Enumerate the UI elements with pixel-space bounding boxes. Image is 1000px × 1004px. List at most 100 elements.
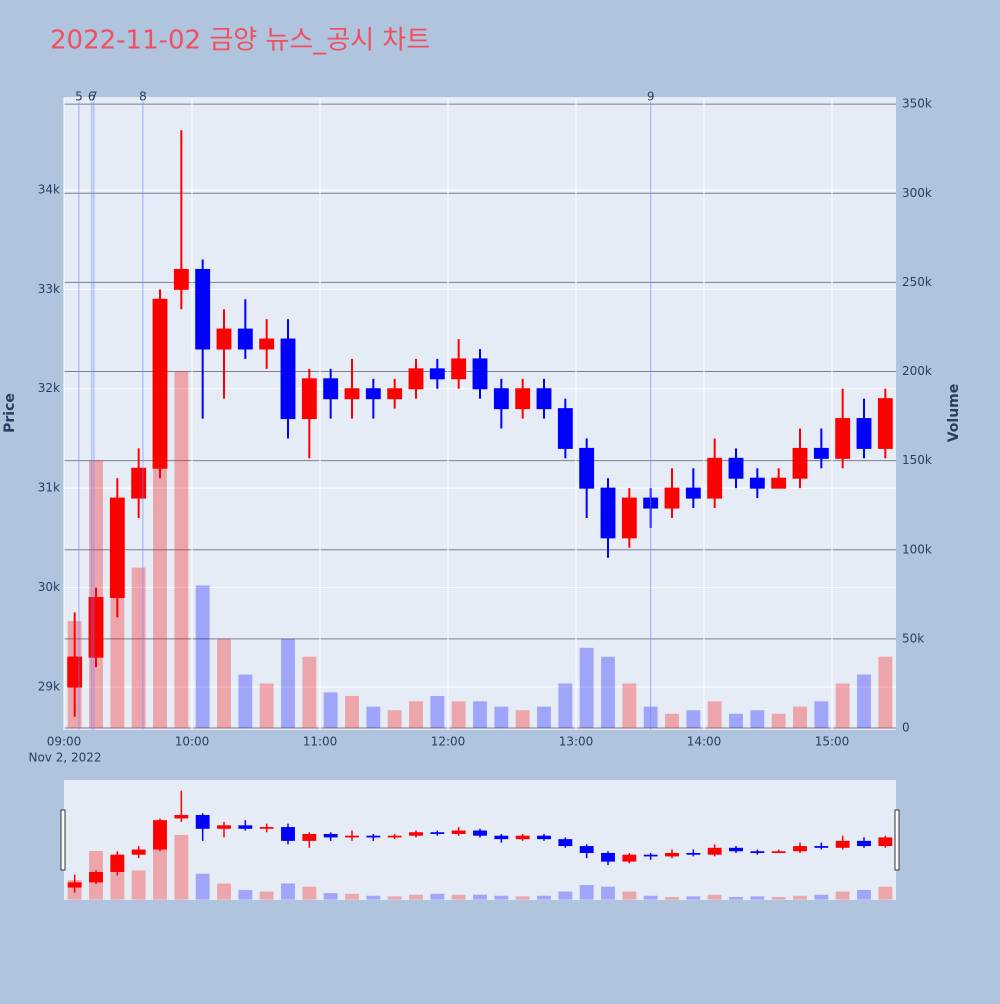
slider-candle-body xyxy=(323,833,338,838)
y2-axis-title: Volume xyxy=(946,384,962,443)
volume-bar xyxy=(259,683,274,729)
y-tick-label: 32k xyxy=(38,381,60,395)
candle-body xyxy=(685,487,701,499)
slider-handle[interactable] xyxy=(894,809,900,871)
candle-body xyxy=(707,457,723,499)
x-tick-label: 15:00 xyxy=(815,735,850,749)
y2-tick-label: 200k xyxy=(902,364,932,378)
slider-candle-body xyxy=(622,854,637,862)
candle-body xyxy=(259,338,275,350)
candle-body xyxy=(365,388,381,400)
candle-body xyxy=(749,477,765,489)
slider-volume-bar xyxy=(174,834,189,900)
candle-body xyxy=(579,447,595,489)
x-category-label: 12:40 xyxy=(543,734,546,736)
y-tick-label: 31k xyxy=(38,481,60,495)
candle-body xyxy=(280,338,296,420)
slider-candle-body xyxy=(601,852,615,862)
slider-volume-bar xyxy=(238,889,253,900)
volume-bar xyxy=(793,706,807,729)
x-category-label: 09:50 xyxy=(180,734,183,736)
candle-body xyxy=(536,388,552,410)
slider-handle[interactable] xyxy=(60,809,66,871)
range-slider[interactable] xyxy=(64,780,896,900)
slider-volume-bar xyxy=(750,896,765,900)
slider-volume-bar xyxy=(131,870,146,900)
x-category-label: 15:00 xyxy=(841,734,844,736)
y-tick-label: 34k xyxy=(38,182,60,196)
volume-bar xyxy=(707,701,722,729)
candle-body xyxy=(237,328,253,350)
slider-candle-body xyxy=(217,825,231,829)
candle-body xyxy=(173,268,189,290)
volume-bar xyxy=(665,713,679,729)
candle-body xyxy=(301,378,317,420)
candle-body xyxy=(472,358,488,390)
volume-bar xyxy=(430,695,445,729)
volume-bar xyxy=(494,706,509,729)
slider-volume-bar xyxy=(281,883,295,900)
volume-bar xyxy=(601,656,615,729)
slider-volume-bar xyxy=(707,894,722,900)
event-time: 13:35 xyxy=(649,97,652,99)
x-tick-label: 09:00 xyxy=(47,735,82,749)
slider-candle-body xyxy=(430,832,445,834)
slider-candle-body xyxy=(579,846,594,853)
volume-bar xyxy=(515,710,530,729)
slider-candle-body xyxy=(686,852,701,855)
slider-candle-body xyxy=(771,851,786,853)
x-category-label: 10:50 xyxy=(308,734,311,736)
event-label: 5 xyxy=(75,90,83,104)
slider-candle-body xyxy=(345,835,359,838)
volume-bar xyxy=(878,656,893,729)
volume-bar xyxy=(238,674,253,729)
x-category-label: 10:20 xyxy=(244,734,247,736)
volume-bar xyxy=(451,701,466,729)
x-category-label: 11:20 xyxy=(372,734,375,736)
slider-volume-bar xyxy=(601,886,615,900)
y2-tick-label: 100k xyxy=(902,542,932,556)
x-category-label: 09:20 xyxy=(116,734,119,736)
event-time: 09:07 xyxy=(77,97,80,99)
candle-body xyxy=(451,358,467,380)
event-time: 09:14 xyxy=(92,97,95,99)
slider-candle-body xyxy=(537,835,551,840)
x-category-label: 12:20 xyxy=(500,734,503,736)
x-category-label: 12:10 xyxy=(479,734,482,736)
candle-body xyxy=(600,487,616,539)
event-label: 7 xyxy=(90,90,98,104)
slider-volume-bar xyxy=(451,894,466,900)
x-category-label: 12:30 xyxy=(521,734,524,736)
candle-body xyxy=(557,408,573,449)
y2-tick-label: 350k xyxy=(902,97,932,111)
slider-volume-bar xyxy=(259,891,274,900)
y2-tick-label: 50k xyxy=(902,631,924,645)
slider-volume-bar xyxy=(878,886,893,900)
candle-body xyxy=(344,388,360,400)
candle-body xyxy=(88,596,104,658)
volume-bar xyxy=(686,710,701,729)
slider-volume-bar xyxy=(195,873,210,900)
volume-bar xyxy=(131,567,146,729)
slider-candle-body xyxy=(366,835,381,838)
x-category-label: 13:40 xyxy=(671,734,674,736)
slider-candle-body xyxy=(878,837,893,847)
volume-bar xyxy=(281,638,295,729)
slider-candle-body xyxy=(665,852,679,857)
slider-candle-body xyxy=(857,840,871,847)
x-category-label: 11:40 xyxy=(415,734,418,736)
x-category-label: 15:20 xyxy=(884,734,887,736)
slider-candle-body xyxy=(409,832,423,836)
candle-body xyxy=(835,418,851,459)
x-tick-label: 12:00 xyxy=(431,735,466,749)
x-category-label: 14:10 xyxy=(735,734,738,736)
slider-candle-body xyxy=(515,835,530,840)
candle-body xyxy=(131,467,147,499)
slider-candle-body xyxy=(110,854,125,872)
candle-body xyxy=(515,388,531,410)
y2-tick-label: 250k xyxy=(902,275,932,289)
x-category-label: 12:50 xyxy=(564,734,567,736)
candle-body xyxy=(323,378,339,400)
x-date-label: Nov 2, 2022 xyxy=(28,751,101,765)
